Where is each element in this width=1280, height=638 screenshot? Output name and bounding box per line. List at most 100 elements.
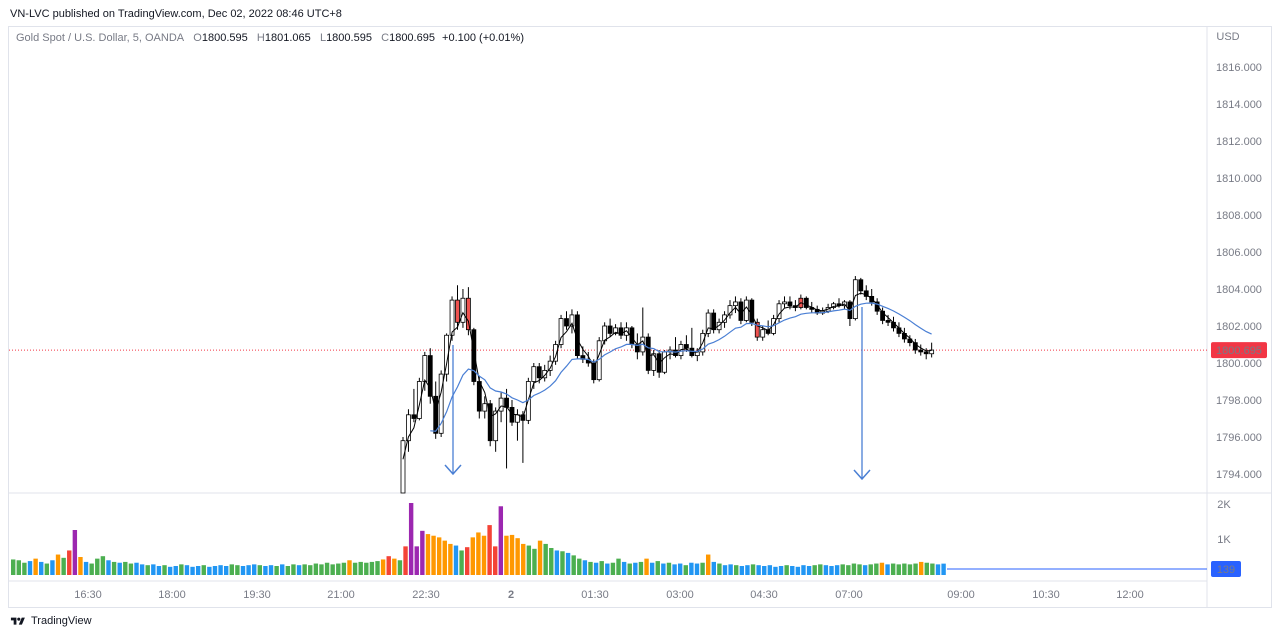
- volume-bar: [493, 546, 498, 575]
- candle-body: [471, 329, 477, 382]
- time-axis: 16:30 18:00 19:30 21:00 22:30 2 01:30 03:00 04:3…: [74, 589, 1144, 601]
- volume-bar: [717, 563, 722, 575]
- volume-bar: [324, 562, 330, 575]
- last-volume-tag: [1211, 561, 1241, 577]
- volume-bar: [89, 563, 94, 575]
- volume-bar: [705, 554, 711, 575]
- candle-body: [449, 299, 455, 336]
- time-tick-label: 18:00: [158, 589, 186, 601]
- volume-bar: [577, 558, 582, 575]
- down-arrow-right-icon: [853, 307, 871, 481]
- candle-body: [754, 321, 760, 338]
- candle-body: [787, 301, 793, 307]
- volume-bar: [885, 564, 890, 575]
- volume-bar: [431, 535, 436, 575]
- volume-bar: [711, 561, 717, 575]
- volume-bar: [16, 560, 22, 575]
- volume-bar: [190, 566, 195, 575]
- time-tick-label: 04:30: [750, 589, 778, 601]
- volume-bar: [633, 562, 638, 575]
- volume-bar: [896, 564, 901, 575]
- volume-bar: [862, 565, 868, 575]
- candle-body: [852, 279, 858, 319]
- volume-bar: [521, 543, 526, 575]
- volume-bar: [778, 566, 784, 575]
- volume-bar: [907, 564, 913, 575]
- volume-bar: [728, 564, 733, 575]
- volume-bar: [212, 566, 218, 575]
- volume-bar: [941, 563, 946, 575]
- candle-body: [684, 344, 689, 349]
- candle-body: [422, 355, 428, 382]
- volume-bar: [930, 563, 935, 575]
- volume-bar: [184, 565, 190, 575]
- volume-bar: [560, 551, 565, 575]
- volume-bar: [207, 566, 212, 575]
- volume-bar: [689, 562, 694, 575]
- volume-bar: [734, 565, 739, 575]
- volume-bar: [504, 535, 509, 575]
- candle-body: [912, 342, 918, 351]
- volume-bar: [745, 565, 750, 575]
- fast-moving-average-line: [402, 292, 932, 460]
- candle-body: [863, 290, 869, 297]
- volume-bar: [263, 566, 268, 575]
- candle-body: [602, 325, 608, 342]
- candle-body: [733, 301, 738, 307]
- volume-bar: [308, 565, 313, 575]
- down-arrow-left-icon: [444, 345, 462, 476]
- volume-bar: [223, 566, 229, 575]
- candle-body: [662, 351, 667, 373]
- volume-bar: [296, 565, 302, 575]
- volume-bar: [442, 540, 447, 575]
- candle-body: [591, 362, 597, 381]
- change-value: +0.100 (+0.01%): [442, 32, 524, 44]
- volume-bar: [151, 564, 156, 575]
- price-tick-label: 1808.000: [1216, 210, 1262, 222]
- candle-body: [460, 297, 466, 323]
- volume-bar: [672, 564, 677, 575]
- volume-bar: [605, 563, 610, 575]
- volume-bar: [453, 545, 459, 575]
- volume-bar: [106, 560, 111, 575]
- tradingview-footer: TradingView: [10, 615, 92, 627]
- volume-bar: [246, 565, 251, 575]
- candle-body: [858, 279, 864, 292]
- close-label: C: [381, 32, 390, 44]
- volume-tick-label: 2K: [1217, 499, 1231, 511]
- candle-body: [575, 314, 580, 356]
- candle-body: [487, 403, 493, 442]
- time-tick-label: 2: [508, 589, 514, 601]
- volume-bar: [767, 565, 773, 575]
- candle-body: [455, 299, 460, 323]
- volume-bar: [257, 565, 263, 575]
- price-tick-label: 1794.000: [1216, 469, 1262, 481]
- candle-body: [553, 344, 558, 362]
- price-tick-label: 1814.000: [1216, 99, 1262, 111]
- volume-bar: [750, 564, 756, 575]
- candle-body: [738, 301, 744, 321]
- candle-body: [885, 320, 891, 323]
- candle-body: [547, 360, 553, 371]
- tradingview-logo-icon: [10, 617, 25, 625]
- candle-body: [542, 369, 548, 379]
- volume-bar: [487, 525, 492, 575]
- volume-bar: [291, 564, 296, 575]
- volume-bar: [655, 561, 660, 575]
- symbol-title[interactable]: Gold Spot / U.S. Dollar, 5, OANDA: [16, 32, 185, 44]
- volume-bar: [408, 503, 414, 575]
- candle-body: [558, 318, 564, 345]
- tradingview-brand: TradingView: [31, 615, 92, 627]
- volume-bar: [840, 564, 845, 575]
- volume-bar: [11, 559, 16, 575]
- time-tick-label: 03:00: [666, 589, 694, 601]
- volume-bar: [481, 535, 487, 575]
- price-tick-label: 1810.000: [1216, 173, 1262, 185]
- candle-body: [406, 414, 411, 442]
- volume-tick-label: 1K: [1217, 534, 1231, 546]
- low-label: L: [319, 32, 327, 44]
- last-price-tag: [1211, 342, 1267, 359]
- volume-bar: [336, 563, 341, 575]
- volume-bars: [11, 503, 946, 575]
